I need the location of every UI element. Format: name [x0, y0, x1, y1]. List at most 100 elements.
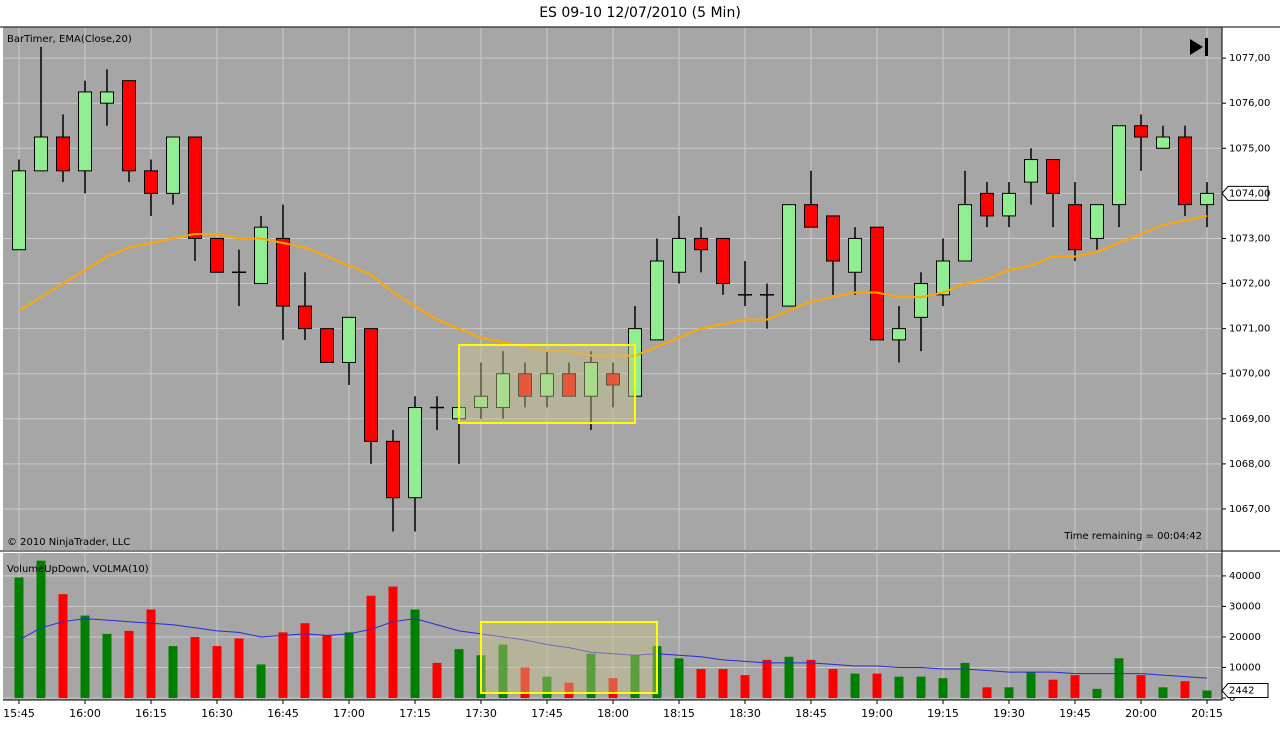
- volume-bar: [58, 594, 68, 699]
- y-tick-label: 1076,00: [1229, 98, 1270, 109]
- candle-body: [100, 91, 114, 104]
- candle-body: [1156, 136, 1170, 149]
- volume-bar: [674, 658, 684, 699]
- candle-body: [474, 395, 488, 409]
- volume-bar: [498, 644, 508, 699]
- y-tick-label: 10000: [1229, 662, 1261, 673]
- last-value-tag: [1221, 683, 1269, 699]
- candle-body: [254, 226, 268, 285]
- volume-bar: [872, 673, 882, 699]
- volume-bar: [388, 586, 398, 699]
- candle-body: [1090, 204, 1104, 239]
- volume-bar: [982, 687, 992, 699]
- y-tick-label: 1067,00: [1229, 504, 1270, 515]
- candle-body: [518, 373, 532, 397]
- volume-bar: [300, 623, 310, 699]
- x-tick-label: 18:15: [663, 707, 695, 720]
- x-tick-label: 19:45: [1059, 707, 1091, 720]
- y-tick-label: 0: [1229, 693, 1235, 704]
- x-tick-label: 18:30: [729, 707, 761, 720]
- volume-bar: [718, 669, 728, 699]
- volume-bar: [916, 676, 926, 699]
- highlight-box: [458, 344, 636, 424]
- candle-body: [694, 237, 708, 251]
- candle-body: [672, 237, 686, 273]
- volume-bar: [234, 638, 244, 699]
- candle-body: [1046, 159, 1060, 194]
- y-tick-label: 40000: [1229, 571, 1261, 582]
- candle-body: [848, 237, 862, 273]
- volume-bar: [454, 649, 464, 699]
- volume-bar: [960, 662, 970, 699]
- play-icon-bar: [1205, 38, 1208, 56]
- candle-body: [606, 373, 620, 386]
- volume-bar: [1070, 675, 1080, 699]
- volume-bar: [1180, 681, 1190, 699]
- indicator-line: [18, 214, 1208, 357]
- candle-body: [320, 328, 334, 363]
- candle-body: [342, 316, 356, 363]
- candle-body: [870, 226, 884, 341]
- x-tick-label: 18:45: [795, 707, 827, 720]
- x-tick-label: 17:45: [531, 707, 563, 720]
- volume-bar: [1202, 690, 1212, 699]
- candle-body: [716, 237, 730, 285]
- indicator-label: VolumeUpDown, VOLMA(10): [7, 564, 149, 575]
- x-tick-label: 16:45: [267, 707, 299, 720]
- candle-body: [188, 136, 202, 239]
- volume-bar: [1026, 672, 1036, 699]
- candle-body: [980, 192, 994, 217]
- candle-body: [804, 204, 818, 228]
- x-tick-label: 16:00: [69, 707, 101, 720]
- y-tick-label: 1071,00: [1229, 324, 1270, 335]
- volume-bar: [432, 662, 442, 699]
- volume-bar: [520, 667, 530, 699]
- candle-body: [78, 91, 92, 172]
- volume-bar: [102, 633, 112, 699]
- candle-body: [166, 136, 180, 194]
- candle-body: [1200, 192, 1214, 206]
- volume-bar: [740, 675, 750, 699]
- indicator-line: [18, 618, 1208, 679]
- volume-bar: [894, 676, 904, 699]
- x-tick-label: 16:30: [201, 707, 233, 720]
- volume-bar: [542, 676, 552, 699]
- candle-body: [34, 136, 48, 172]
- y-tick-label: 1068,00: [1229, 459, 1270, 470]
- volume-bar: [1048, 679, 1058, 699]
- candle-body: [826, 215, 840, 262]
- candle-body: [1002, 192, 1016, 217]
- volume-bar: [36, 560, 46, 699]
- x-tick-label: 17:15: [399, 707, 431, 720]
- play-icon: [1190, 39, 1203, 55]
- volume-bar: [344, 632, 354, 699]
- last-value-label: 2442: [1229, 686, 1254, 697]
- volume-bar: [608, 678, 618, 699]
- y-tick-label: 1069,00: [1229, 414, 1270, 425]
- candle-body: [298, 305, 312, 330]
- volume-bar: [1114, 658, 1124, 699]
- candle-body: [364, 328, 378, 442]
- candle-body: [562, 373, 576, 397]
- x-tick-label: 18:00: [597, 707, 629, 720]
- candle-body: [386, 440, 400, 499]
- volume-bar: [80, 615, 90, 699]
- y-tick-label: 1070,00: [1229, 369, 1270, 380]
- volume-bar: [278, 632, 288, 699]
- candle-body: [408, 407, 422, 499]
- y-tick-label: 1075,00: [1229, 143, 1270, 154]
- volume-bar: [564, 682, 574, 699]
- volume-bar: [586, 653, 596, 699]
- volume-bar: [14, 577, 24, 699]
- candle-body: [56, 136, 70, 172]
- candle-body: [1068, 204, 1082, 251]
- scroll-end-button[interactable]: [1190, 38, 1208, 56]
- volume-bar: [410, 609, 420, 699]
- x-tick-label: 15:45: [3, 707, 35, 720]
- x-tick-label: 16:15: [135, 707, 167, 720]
- candle-body: [1178, 136, 1192, 206]
- highlight-box: [480, 621, 658, 694]
- candle-body: [1134, 125, 1148, 138]
- candle-body: [914, 283, 928, 318]
